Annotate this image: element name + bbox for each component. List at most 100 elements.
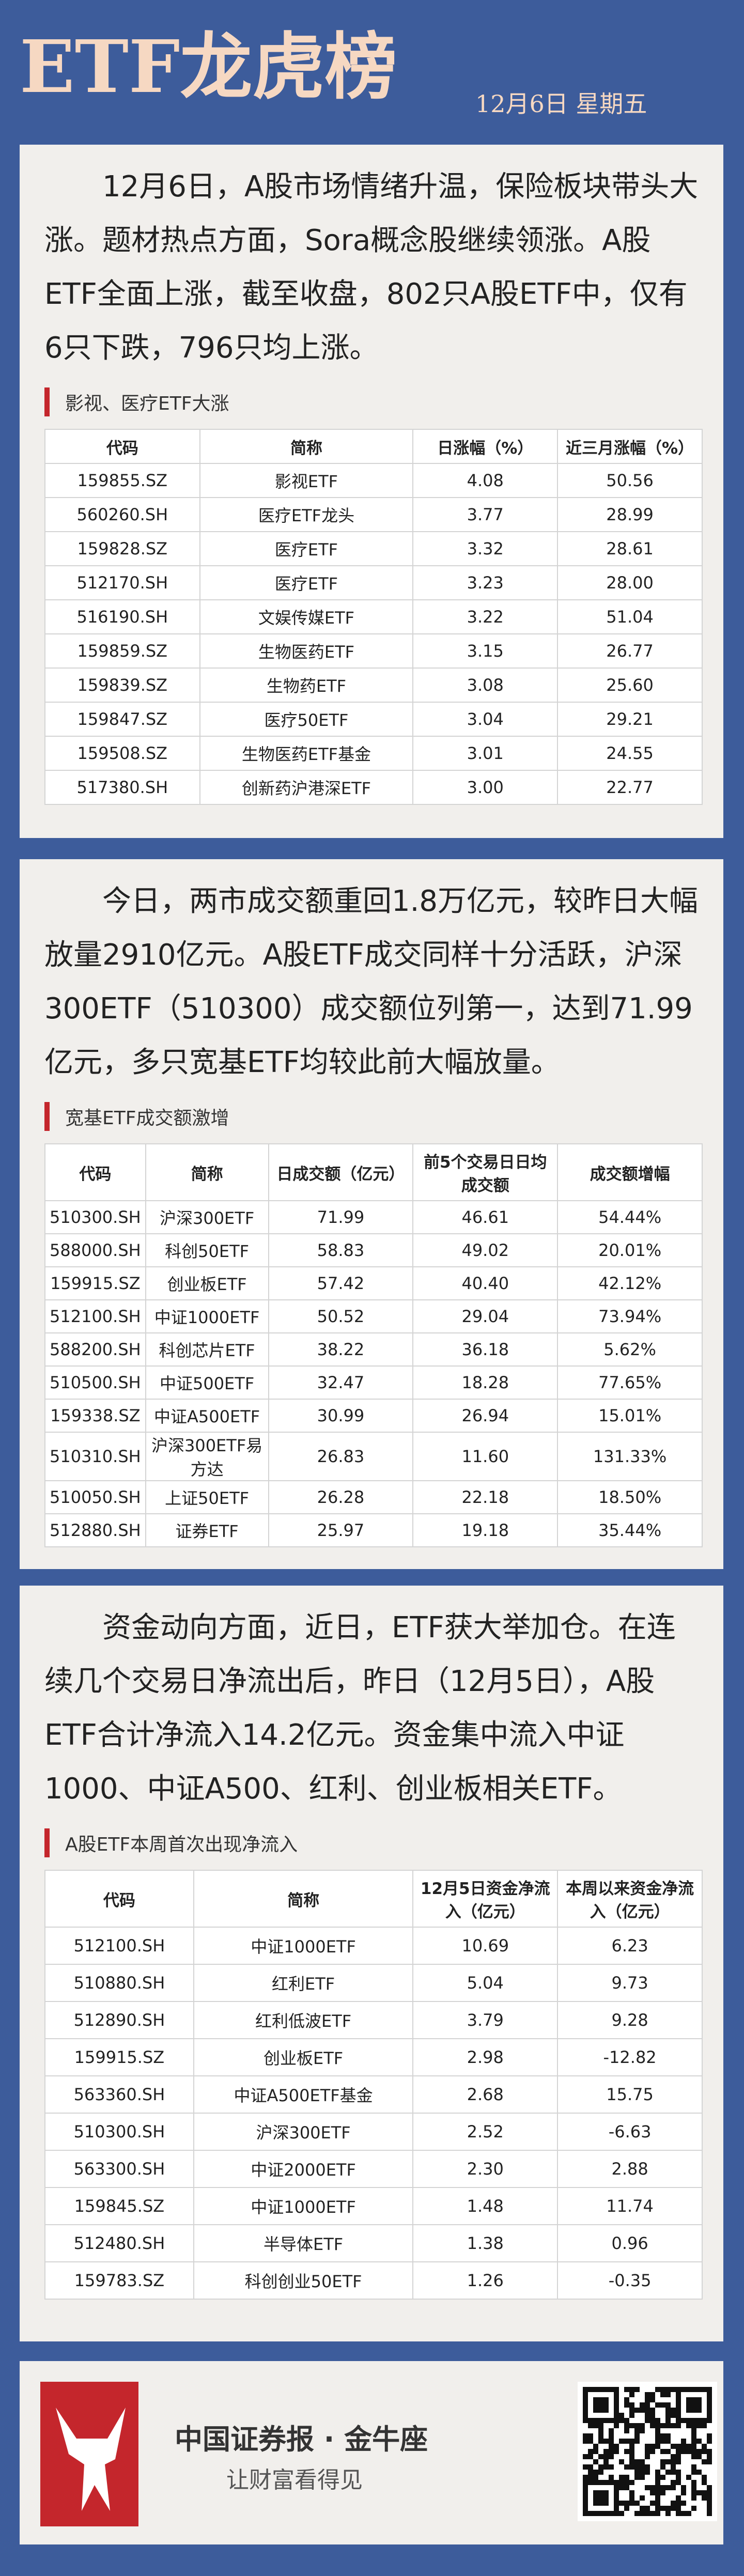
qr-module — [691, 2485, 696, 2490]
qr-module — [645, 2511, 650, 2516]
qr-module — [593, 2475, 598, 2480]
table-cell: 40.40 — [412, 1266, 559, 1300]
table-row: 159855.SZ 影视ETF 4.08 50.56 — [44, 463, 703, 498]
qr-module — [650, 2418, 655, 2423]
table-row: 510300.SH 沪深300ETF 2.52 -6.63 — [44, 2113, 703, 2151]
qr-module — [634, 2428, 640, 2433]
qr-module — [593, 2490, 609, 2506]
table-cell: 159915.SZ — [44, 1266, 146, 1300]
qr-module — [645, 2408, 650, 2413]
paragraph: 12月6日，A股市场情绪升温，保险板块带头大涨。题材热点方面，Sora概念股继续… — [44, 170, 699, 365]
qr-module — [691, 2480, 696, 2485]
table-cell: 26.83 — [268, 1432, 414, 1481]
qr-module — [660, 2459, 665, 2464]
qr-module — [671, 2413, 676, 2418]
qr-module — [624, 2423, 629, 2428]
table-cell: 131.33% — [557, 1432, 703, 1481]
qr-module — [691, 2495, 696, 2501]
qr-module — [660, 2387, 665, 2392]
subheading-bar — [44, 1828, 50, 1857]
qr-module — [665, 2408, 671, 2413]
qr-module — [619, 2485, 624, 2490]
qr-module — [702, 2475, 707, 2480]
table-cell: 3.32 — [412, 531, 559, 566]
qr-module — [598, 2470, 603, 2475]
qr-module — [650, 2444, 655, 2449]
table-cell: -6.63 — [557, 2113, 703, 2151]
table-cell: 19.18 — [412, 1513, 559, 1547]
column-header: 12月5日资金净流入（亿元） — [412, 1870, 559, 1928]
qr-module — [588, 2439, 593, 2444]
qr-module — [645, 2397, 650, 2402]
table-cell: 50.52 — [268, 1299, 414, 1333]
qr-module — [634, 2439, 640, 2444]
qr-module — [681, 2449, 686, 2454]
qr-module — [702, 2490, 707, 2495]
table-cell: 159839.SZ — [44, 668, 200, 703]
qr-module — [629, 2392, 634, 2397]
qr-module — [655, 2470, 660, 2475]
table-cell: 26.28 — [268, 1480, 414, 1514]
table-cell: 57.42 — [268, 1266, 414, 1300]
table-cell: 4.08 — [412, 463, 559, 498]
table-cell: 5.04 — [412, 1964, 559, 2002]
title: ETF龙虎榜 — [20, 25, 397, 110]
table-cell: 159845.SZ — [44, 2187, 194, 2225]
table-cell: 半导体ETF — [193, 2224, 414, 2262]
table-cell: 32.47 — [268, 1365, 414, 1400]
qr-module — [671, 2387, 676, 2392]
qr-module — [645, 2449, 650, 2454]
qr-module — [686, 2444, 691, 2449]
table-cell: 沪深300ETF — [193, 2113, 414, 2151]
table-row: 159508.SZ 生物医药ETF基金 3.01 24.55 — [44, 736, 703, 771]
table-cell: 15.75 — [557, 2075, 703, 2114]
qr-module — [645, 2470, 650, 2475]
table-cell: 159855.SZ — [44, 463, 200, 498]
table-cell: 3.04 — [412, 702, 559, 737]
qr-module — [593, 2444, 598, 2449]
table-row: 512100.SH 中证1000ETF 50.52 29.04 73.94% — [44, 1299, 703, 1333]
qr-module — [598, 2439, 603, 2444]
qr-module — [619, 2501, 624, 2506]
qr-module — [691, 2506, 696, 2511]
table-cell: 510880.SH — [44, 1964, 194, 2002]
qr-module — [588, 2470, 593, 2475]
qr-module — [629, 2444, 634, 2449]
qr-module — [702, 2495, 707, 2501]
qr-module — [707, 2449, 712, 2454]
qr-module — [671, 2485, 676, 2490]
table-cell: 512480.SH — [44, 2224, 194, 2262]
table-cell: 25.97 — [268, 1513, 414, 1547]
column-header: 日涨幅（%） — [412, 429, 559, 464]
qr-module — [660, 2449, 665, 2454]
table-row: 512480.SH 半导体ETF 1.38 0.96 — [44, 2224, 703, 2262]
table-row: 159915.SZ 创业板ETF 2.98 -12.82 — [44, 2038, 703, 2076]
table-cell: 中证1000ETF — [193, 1927, 414, 1965]
qr-module — [691, 2454, 696, 2459]
qr-module — [660, 2392, 665, 2397]
table-cell: 36.18 — [412, 1332, 559, 1367]
table-cell: 创新药沪港深ETF — [199, 770, 414, 805]
table-row: 159839.SZ 生物药ETF 3.08 25.60 — [44, 668, 703, 703]
qr-module — [655, 2439, 660, 2444]
table-row: 159847.SZ 医疗50ETF 3.04 29.21 — [44, 702, 703, 737]
qr-module — [671, 2470, 676, 2475]
qr-module — [665, 2418, 671, 2423]
table-cell: 3.22 — [412, 599, 559, 634]
table-cell: 5.62% — [557, 1332, 703, 1367]
qr-module — [629, 2439, 634, 2444]
qr-module — [609, 2433, 614, 2439]
qr-module — [691, 2433, 696, 2439]
qr-module — [665, 2392, 671, 2397]
table-cell: 创业板ETF — [145, 1266, 269, 1300]
qr-module — [588, 2433, 593, 2439]
qr-module — [640, 2475, 645, 2480]
table-cell: 510300.SH — [44, 1200, 146, 1234]
column-header: 简称 — [193, 1870, 414, 1928]
qr-module — [645, 2418, 650, 2423]
table-cell: 2.98 — [412, 2038, 559, 2076]
table-cell: 3.08 — [412, 668, 559, 703]
qr-module — [645, 2402, 650, 2408]
qr-module — [650, 2501, 655, 2506]
qr-module — [691, 2428, 696, 2433]
